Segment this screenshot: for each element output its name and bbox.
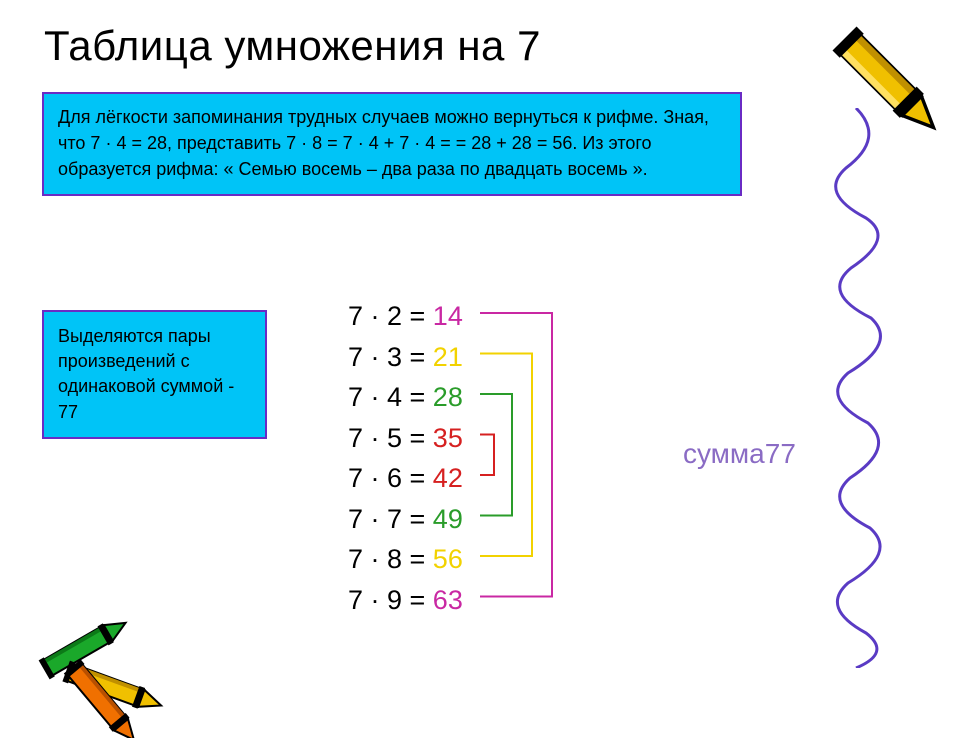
equation-row: 7 · 6 = 42: [348, 458, 463, 499]
equation-result: 21: [433, 342, 463, 372]
equation-lhs: 7 · 5 =: [348, 423, 433, 453]
equation-result: 28: [433, 382, 463, 412]
equation-lhs: 7 · 7 =: [348, 504, 433, 534]
equations-list: 7 · 2 = 147 · 3 = 217 · 4 = 287 · 5 = 35…: [348, 296, 463, 620]
equation-row: 7 · 4 = 28: [348, 377, 463, 418]
equation-row: 7 · 3 = 21: [348, 337, 463, 378]
equation-row: 7 · 9 = 63: [348, 580, 463, 621]
equation-result: 56: [433, 544, 463, 574]
equation-lhs: 7 · 9 =: [348, 585, 433, 615]
equation-result: 14: [433, 301, 463, 331]
squiggle-decoration: [826, 108, 896, 668]
equation-result: 63: [433, 585, 463, 615]
equation-row: 7 · 7 = 49: [348, 499, 463, 540]
equation-row: 7 · 2 = 14: [348, 296, 463, 337]
pair-brackets: [480, 296, 690, 626]
equation-lhs: 7 · 2 =: [348, 301, 433, 331]
pairs-note-box: Выделяются пары произведений с одинаково…: [42, 310, 267, 439]
sum-label: сумма77: [683, 438, 796, 470]
crayon-decoration-bottom-left: [10, 538, 210, 738]
equation-result: 42: [433, 463, 463, 493]
page-title: Таблица умножения на 7: [44, 22, 541, 70]
equation-lhs: 7 · 3 =: [348, 342, 433, 372]
equation-row: 7 · 8 = 56: [348, 539, 463, 580]
equation-row: 7 · 5 = 35: [348, 418, 463, 459]
equation-lhs: 7 · 6 =: [348, 463, 433, 493]
equation-lhs: 7 · 8 =: [348, 544, 433, 574]
explanation-box: Для лёгкости запоминания трудных случаев…: [42, 92, 742, 196]
equation-result: 49: [433, 504, 463, 534]
equation-result: 35: [433, 423, 463, 453]
equation-lhs: 7 · 4 =: [348, 382, 433, 412]
